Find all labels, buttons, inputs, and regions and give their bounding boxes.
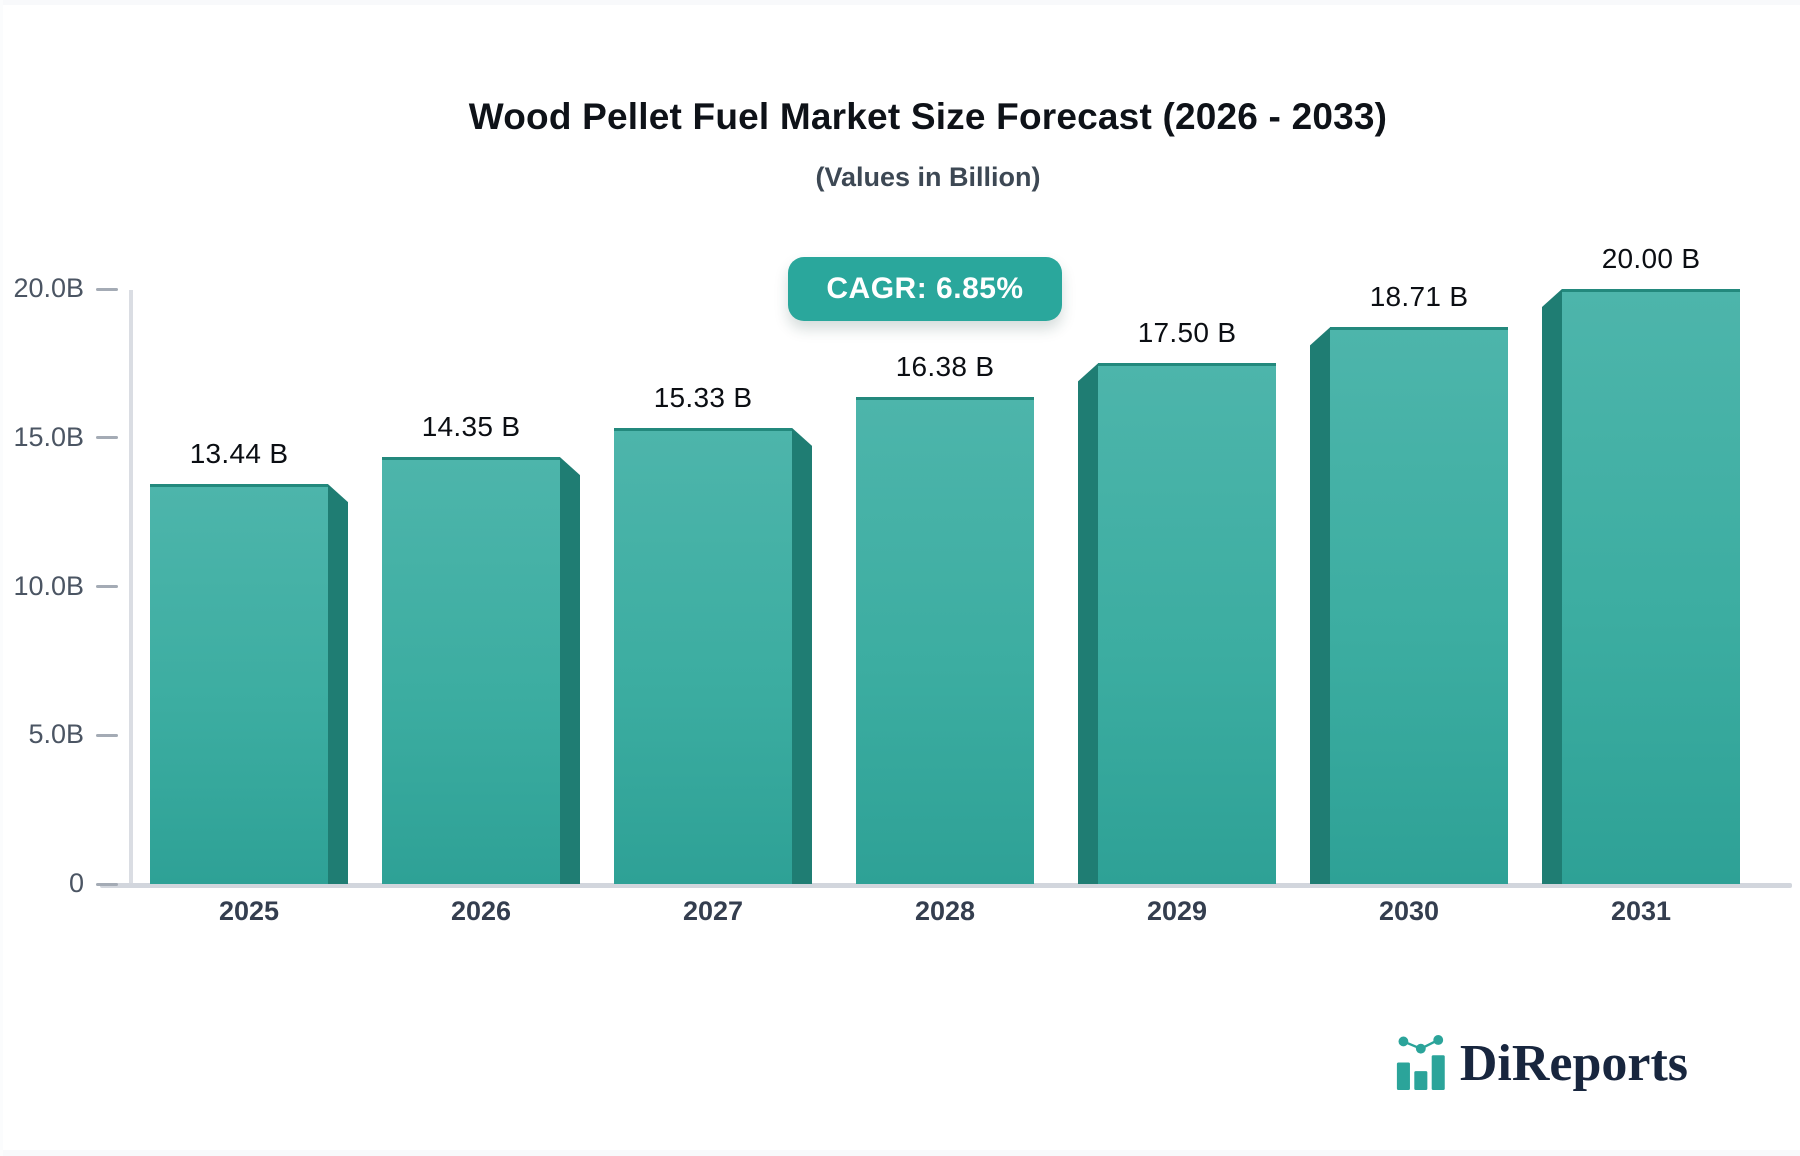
bar-value-label: 20.00 B (1601, 243, 1701, 274)
x-axis-label-2030: 2030 (1378, 896, 1440, 926)
page-subtitle: (Values in Billion) (815, 162, 1041, 192)
page-frame-top (0, 0, 1800, 5)
page-title: Wood Pellet Fuel Market Size Forecast (2… (468, 96, 1388, 137)
bar-face (1098, 363, 1276, 884)
y-axis-tick-mark (96, 436, 118, 440)
bar-value-label: 13.44 B (189, 438, 289, 470)
y-axis-tick-mark (96, 287, 118, 291)
bar-group-2031 (1542, 289, 1740, 884)
page-frame-bottom (0, 1150, 1800, 1156)
x-axis-label-2028: 2028 (914, 896, 976, 926)
bar-side-bevel (1542, 289, 1562, 884)
y-axis-tick-mark (96, 733, 118, 737)
x-axis-line (100, 883, 1792, 888)
bar-value-label: 14.35 B (421, 411, 521, 443)
bar-face (856, 396, 1034, 884)
y-axis-tick-mark (96, 882, 118, 886)
y-axis-tick-label: 15.0B (13, 421, 84, 452)
bar-value-label: 17.50 B (1137, 317, 1237, 349)
bar-group-2028 (846, 396, 1044, 884)
bar-value-label: 16.38 B (895, 350, 995, 382)
x-axis-label-2027: 2027 (682, 896, 744, 926)
x-axis-label-2025: 2025 (218, 896, 280, 926)
bar-group-2029 (1078, 363, 1276, 884)
bar-group-2030 (1310, 327, 1508, 884)
y-axis-tick-label: 0 (68, 868, 84, 898)
bar-side-bevel (1078, 363, 1098, 884)
x-axis-label-2031: 2031 (1610, 896, 1672, 926)
bar-side-bevel (1310, 327, 1330, 884)
bar-side-bevel (560, 457, 580, 884)
bar-face (1330, 327, 1508, 884)
brand-logo: DiReports (1394, 1032, 1688, 1090)
bar-side-bevel (328, 484, 348, 884)
bar-group-2027 (614, 427, 812, 884)
page-frame-left (0, 0, 3, 1156)
bar-value-label: 15.33 B (653, 381, 753, 413)
y-axis-line (129, 290, 133, 885)
x-axis-label-2026: 2026 (450, 896, 512, 926)
bar-face (382, 457, 560, 884)
bar-face (614, 427, 792, 884)
bar-face (150, 484, 328, 884)
bar-value-label: 18.71 B (1369, 281, 1469, 313)
chart-header: Wood Pellet Fuel Market Size Forecast (2… (56, 0, 1800, 193)
x-axis-label-2029: 2029 (1146, 896, 1208, 926)
y-axis-tick-mark (96, 585, 118, 588)
y-axis-tick-label: 10.0B (13, 570, 84, 601)
bar-side-bevel (792, 427, 812, 884)
y-axis-tick-label: 5.0B (28, 719, 84, 750)
brand-logo-text: DiReports (1459, 1035, 1688, 1092)
bar-group-2025 (150, 484, 348, 884)
mini-bar-chart-icon (1396, 1035, 1445, 1090)
bar-group-2026 (382, 457, 580, 884)
cagr-badge: CAGR: 6.85% (788, 257, 1062, 321)
y-axis-tick-label: 20.0B (13, 273, 84, 303)
bar-face (1562, 289, 1740, 884)
